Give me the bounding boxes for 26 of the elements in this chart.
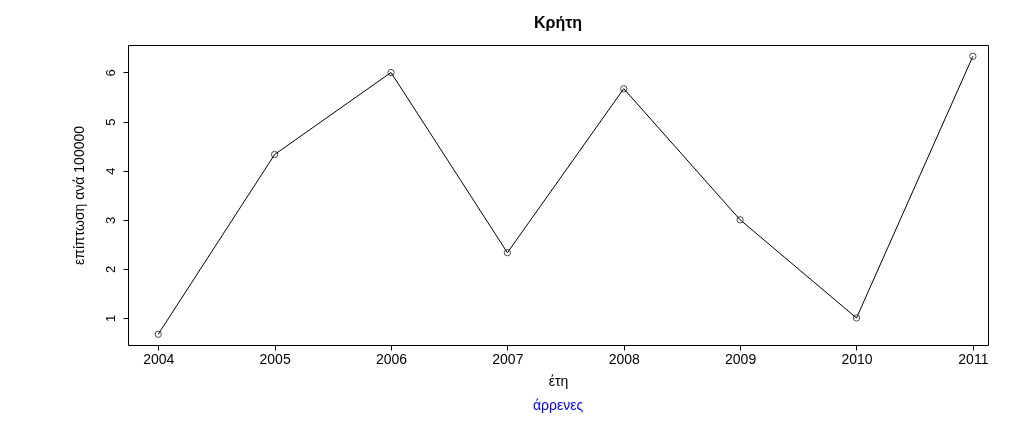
x-tick-label: 2007 (492, 350, 524, 367)
y-tick-label: 6 (102, 69, 118, 77)
point (270, 150, 279, 159)
y-tick-label: 1 (102, 314, 118, 323)
point (503, 249, 512, 257)
point (736, 216, 744, 224)
x-tick-label: 2011 (958, 350, 989, 367)
x-axis-title: έτη (548, 372, 569, 389)
x-tick-label: 2004 (143, 350, 175, 367)
y-axis-title: επίπτωση ανά 100000 (70, 125, 87, 266)
chart-title: Κρήτη (533, 14, 583, 31)
x-tick-label: 2010 (841, 350, 873, 367)
y-tick-label: 3 (102, 216, 118, 224)
y-tick-label: 2 (102, 265, 118, 274)
x-tick-label: 2008 (608, 350, 641, 367)
point (154, 330, 162, 338)
x-tick-label: 2009 (725, 350, 757, 367)
point (620, 85, 628, 93)
x-tick-label: 2006 (375, 350, 408, 367)
point (969, 52, 977, 60)
x-tick-label: 2005 (259, 350, 291, 367)
point (852, 314, 861, 322)
text: άρρενες (532, 397, 584, 413)
point (387, 68, 395, 77)
y-tick-label: 5 (102, 118, 118, 126)
y-tick-label: 4 (102, 167, 118, 175)
